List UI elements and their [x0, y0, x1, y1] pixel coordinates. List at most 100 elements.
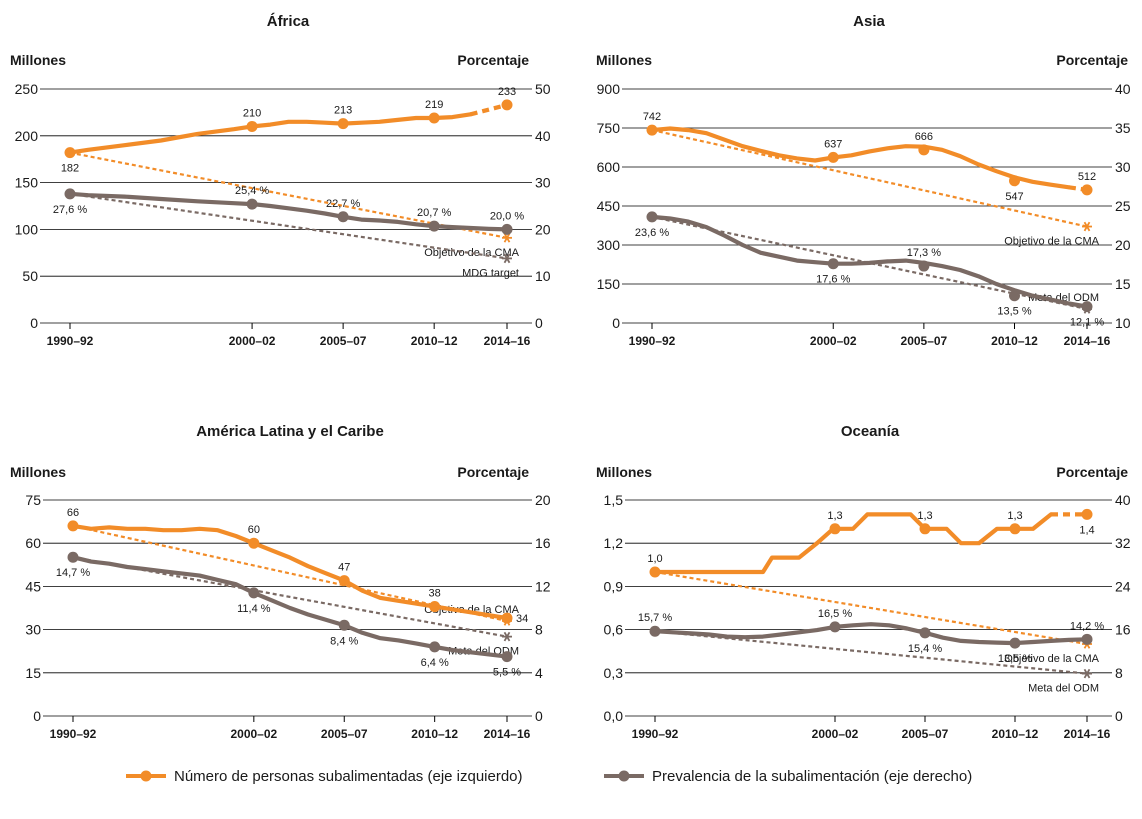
chart-title: Asia: [853, 13, 885, 30]
data-point: [1081, 301, 1093, 313]
x-tick-label: 1990–92: [632, 727, 679, 741]
data-label: 38: [429, 588, 441, 600]
x-tick-label: 2014–16: [484, 727, 531, 741]
target-marker: [1082, 221, 1092, 232]
x-tick-label: 2014–16: [1064, 727, 1111, 741]
y-tick-label-right: 30: [535, 175, 551, 191]
legend-item-gray: Prevalencia de la subalimentación (eje d…: [604, 768, 972, 785]
target-marker-stroke: [503, 631, 511, 642]
data-point: [829, 621, 841, 633]
data-label: 16,5 %: [818, 608, 852, 620]
data-point: [67, 520, 79, 532]
data-label: 1,0: [647, 553, 662, 565]
data-point: [1009, 637, 1021, 649]
series-line: [649, 214, 1090, 309]
data-point: [501, 99, 513, 111]
y-axis-label-right: Porcentaje: [1056, 464, 1128, 480]
data-label: 5,5 %: [493, 667, 521, 679]
data-point: [918, 144, 930, 156]
data-label: 20,0 %: [490, 210, 524, 222]
x-tick-label: 2005–07: [320, 334, 367, 348]
y-tick-label-left: 750: [597, 120, 621, 136]
data-point: [429, 641, 441, 653]
y-tick-label-right: 15: [1115, 276, 1131, 292]
data-label: 60: [248, 524, 260, 536]
target-marker-stroke: [1083, 668, 1091, 679]
data-label: 20,7 %: [417, 207, 451, 219]
data-point: [501, 612, 513, 624]
series-projection: [470, 102, 508, 117]
data-label: 637: [824, 138, 842, 150]
data-label: 47: [338, 562, 350, 574]
data-point: [1081, 508, 1093, 520]
data-point: [337, 118, 349, 130]
y-axis-label-right: Porcentaje: [457, 52, 529, 68]
y-tick-label-right: 20: [535, 221, 551, 237]
data-point: [67, 551, 79, 563]
data-point: [337, 211, 349, 223]
data-point: [649, 566, 661, 578]
x-tick-label: 2000–02: [812, 727, 859, 741]
x-tick-label: 1990–92: [50, 727, 97, 741]
y-tick-label-right: 20: [535, 492, 551, 508]
data-point: [428, 220, 440, 232]
y-tick-label-right: 0: [1115, 708, 1123, 724]
y-tick-label-left: 50: [22, 268, 38, 284]
y-tick-label-left: 1,5: [604, 492, 624, 508]
y-tick-label-left: 45: [25, 578, 41, 594]
data-point: [338, 619, 350, 631]
data-label: 182: [61, 163, 79, 175]
data-point: [338, 575, 350, 587]
y-tick-label-left: 0: [612, 315, 620, 331]
y-tick-label-right: 25: [1115, 198, 1131, 214]
data-label: 233: [498, 86, 516, 98]
x-tick-label: 2010–12: [411, 334, 458, 348]
x-tick-label: 2000–02: [810, 334, 857, 348]
data-label: 13,5 %: [997, 306, 1031, 318]
series-line: [67, 191, 510, 232]
legend-swatch-marker: [140, 770, 152, 782]
data-point: [649, 625, 661, 637]
target-label: Objetivo de la CMA: [1004, 653, 1099, 665]
y-tick-label-right: 50: [535, 81, 551, 97]
x-tick-label: 2014–16: [1064, 334, 1111, 348]
data-label: 14,2 %: [1070, 620, 1104, 632]
target-line: [69, 192, 508, 260]
y-axis-label-right: Porcentaje: [457, 464, 529, 480]
target-marker: [502, 631, 512, 642]
data-point: [1081, 633, 1093, 645]
y-tick-label-left: 30: [25, 622, 41, 638]
data-label: 1,3: [1007, 510, 1022, 522]
y-tick-label-left: 300: [597, 237, 621, 253]
y-tick-label-right: 20: [1115, 237, 1131, 253]
y-tick-label-right: 4: [535, 665, 543, 681]
y-axis-label-left: Millones: [10, 464, 66, 480]
y-tick-label-left: 75: [25, 492, 41, 508]
target-label: Meta del ODM: [1028, 683, 1099, 695]
data-label: 34: [516, 613, 528, 625]
data-point: [246, 120, 258, 132]
y-tick-label-left: 150: [15, 175, 39, 191]
y-tick-label-right: 8: [1115, 665, 1123, 681]
y-axis-label-right: Porcentaje: [1056, 52, 1128, 68]
panel-africa: África Millones Porcentaje 0 0 50 10 100 20 150 30…: [10, 13, 551, 348]
target-marker: [1082, 668, 1092, 679]
data-label: 742: [643, 111, 661, 123]
y-tick-label-right: 40: [1115, 81, 1131, 97]
data-label: 666: [915, 131, 933, 143]
y-tick-label-right: 16: [1115, 622, 1131, 638]
legend: Número de personas subalimentadas (eje i…: [126, 768, 972, 785]
target-line: [654, 570, 1088, 646]
x-tick-label: 1990–92: [47, 334, 94, 348]
data-point: [246, 198, 258, 210]
y-tick-label-right: 8: [535, 622, 543, 638]
data-label: 210: [243, 107, 261, 119]
data-label: 219: [425, 99, 443, 111]
target-marker-stroke: [503, 253, 511, 264]
target-marker-stroke: [1083, 221, 1091, 232]
y-tick-label-right: 35: [1115, 120, 1131, 136]
y-tick-label-left: 60: [25, 535, 41, 551]
data-label: 6,4 %: [421, 657, 449, 669]
data-label: 66: [67, 507, 79, 519]
